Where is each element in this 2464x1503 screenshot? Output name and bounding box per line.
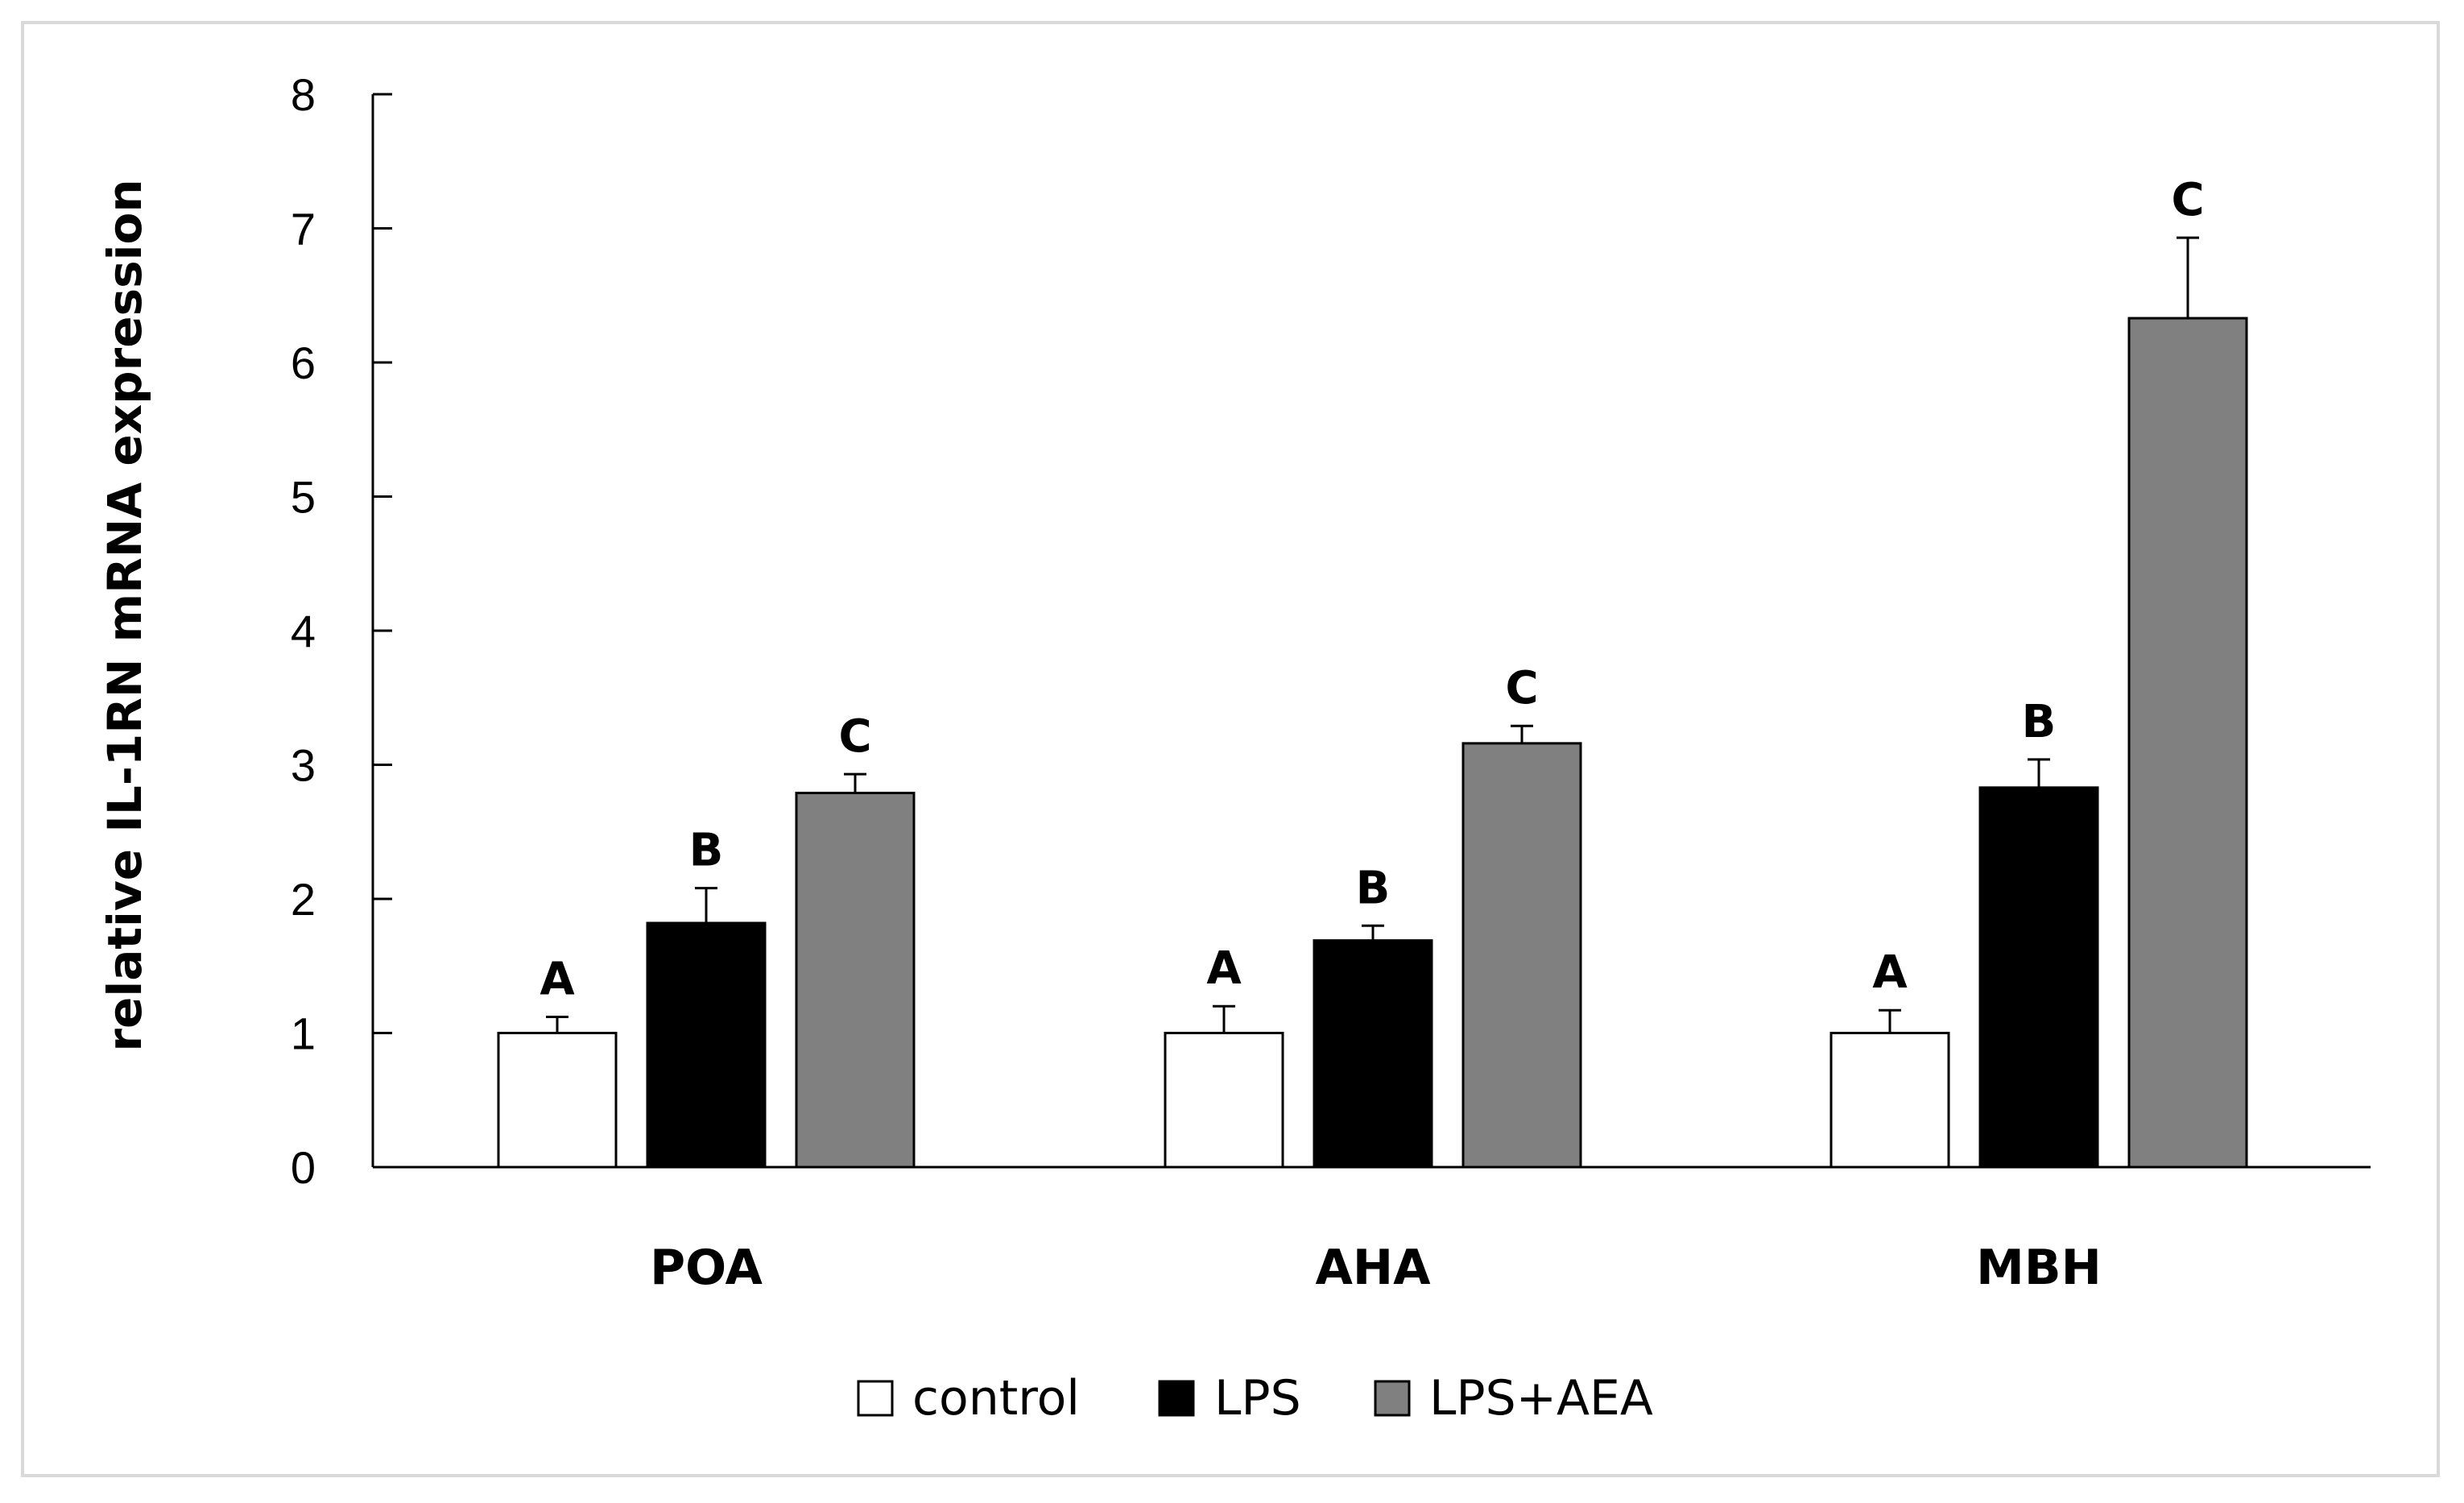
- chart-frame: relative IL-1RN mRNA expression 0 1 2 3 4 5 6 7…: [21, 21, 2440, 1477]
- y-tick-label: 4: [291, 606, 316, 656]
- significance-label: C: [1505, 662, 1538, 714]
- significance-label: C: [2171, 174, 2204, 226]
- significance-label: B: [689, 825, 724, 877]
- significance-label: A: [1872, 946, 1908, 999]
- bar-lps-aea-poa: [795, 791, 916, 1169]
- y-axis-label-group: relative IL-1RN mRNA expression: [97, 179, 152, 1051]
- labels: A B C POA A B C AHA A B C MBH: [540, 174, 2204, 1296]
- y-tick-label: 0: [291, 1142, 316, 1193]
- significance-label: A: [1206, 942, 1242, 995]
- y-tick-label: 6: [291, 337, 316, 388]
- legend-swatch-lps-aea: [1374, 1380, 1411, 1417]
- y-tick-label: 3: [291, 740, 316, 791]
- significance-label: B: [2022, 696, 2057, 748]
- significance-label: A: [540, 954, 575, 1006]
- legend-label: control: [912, 1370, 1080, 1426]
- legend-label: LPS+AEA: [1429, 1370, 1653, 1426]
- y-tick-label: 8: [291, 69, 316, 120]
- chart: relative IL-1RN mRNA expression 0 1 2 3 4 5 6 7…: [97, 69, 2371, 1426]
- bar-lps-mbh: [1978, 786, 2099, 1169]
- y-tick-label: 1: [291, 1008, 316, 1059]
- y-tick-label: 7: [291, 204, 316, 255]
- legend-swatch-lps: [1158, 1380, 1195, 1417]
- bars: [497, 236, 2248, 1169]
- significance-label: B: [1356, 862, 1391, 914]
- legend-swatch-control: [857, 1380, 894, 1417]
- bar-lps-aea-mbh: [2127, 317, 2248, 1169]
- bar-control-aha: [1164, 1032, 1284, 1169]
- y-axis-label: relative IL-1RN mRNA expression: [97, 179, 152, 1051]
- bar-lps-poa: [646, 921, 767, 1169]
- bar-control-mbh: [1829, 1032, 1950, 1169]
- bar-lps-aea-aha: [1461, 742, 1582, 1169]
- x-tick-label: MBH: [1976, 1240, 2102, 1296]
- y-tick-label: 2: [291, 874, 316, 925]
- x-tick-label: POA: [650, 1240, 763, 1296]
- bar-control-poa: [497, 1032, 618, 1169]
- significance-label: C: [838, 710, 871, 763]
- legend-label: LPS: [1214, 1370, 1301, 1426]
- bar-lps-aha: [1313, 939, 1433, 1169]
- x-tick-label: AHA: [1315, 1240, 1431, 1296]
- y-tick-label: 5: [291, 472, 316, 523]
- legend: control LPS LPS+AEA: [857, 1370, 1653, 1426]
